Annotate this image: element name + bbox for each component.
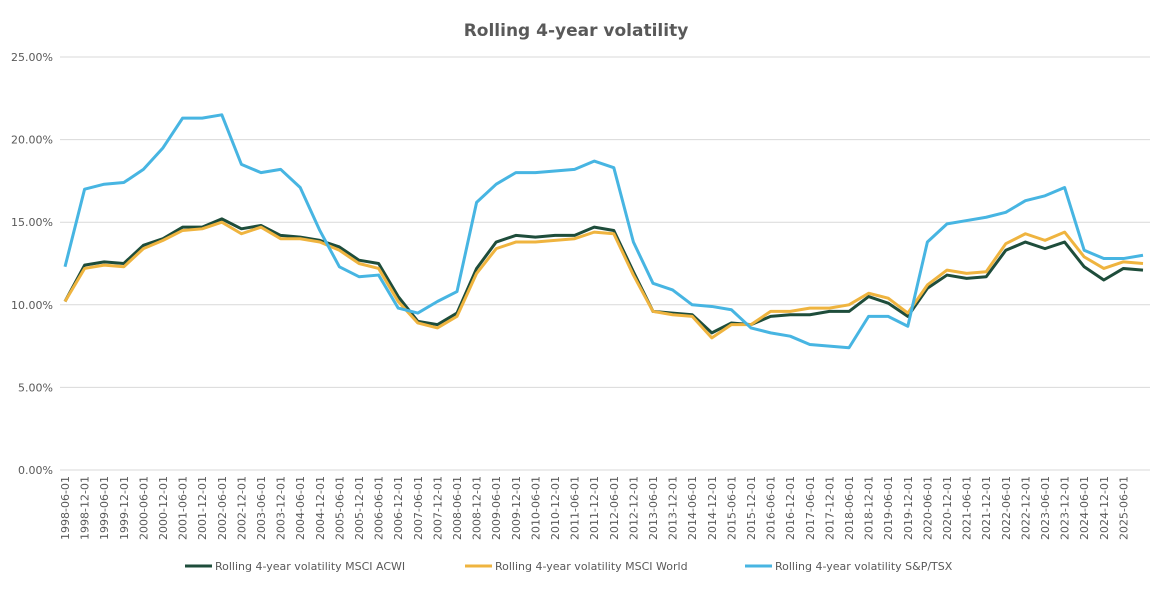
x-tick-label: 2022-12-01 [1019, 476, 1032, 540]
x-tick-label: 2009-06-01 [490, 476, 503, 540]
x-tick-label: 2013-06-01 [647, 476, 660, 540]
y-tick-label: 10.00% [11, 299, 53, 312]
x-tick-label: 2016-06-01 [765, 476, 778, 540]
x-tick-label: 2006-06-01 [373, 476, 386, 540]
legend-label: Rolling 4-year volatility MSCI World [495, 560, 688, 573]
x-tick-label: 2006-12-01 [392, 476, 405, 540]
x-tick-label: 2017-06-01 [804, 476, 817, 540]
x-tick-label: 2012-12-01 [627, 476, 640, 540]
x-tick-label: 2014-06-01 [686, 476, 699, 540]
legend-label: Rolling 4-year volatility MSCI ACWI [215, 560, 405, 573]
x-tick-label: 2024-06-01 [1078, 476, 1091, 540]
x-tick-label: 2018-06-01 [843, 476, 856, 540]
chart-title: Rolling 4-year volatility [464, 21, 689, 41]
y-tick-label: 25.00% [11, 51, 53, 64]
y-tick-label: 0.00% [18, 464, 53, 477]
x-tick-label: 2004-12-01 [314, 476, 327, 540]
x-tick-label: 2008-12-01 [471, 476, 484, 540]
x-tick-label: 2001-12-01 [196, 476, 209, 540]
x-tick-label: 2023-06-01 [1039, 476, 1052, 540]
x-tick-label: 2016-12-01 [784, 476, 797, 540]
y-tick-label: 15.00% [11, 216, 53, 229]
x-tick-label: 1999-06-01 [98, 476, 111, 540]
x-tick-label: 2021-06-01 [961, 476, 974, 540]
x-tick-label: 2002-12-01 [235, 476, 248, 540]
x-tick-label: 2019-12-01 [902, 476, 915, 540]
x-tick-label: 2008-06-01 [451, 476, 464, 540]
x-tick-label: 2002-06-01 [216, 476, 229, 540]
x-tick-label: 2024-12-01 [1098, 476, 1111, 540]
x-tick-label: 2012-06-01 [608, 476, 621, 540]
x-tick-label: 2005-12-01 [353, 476, 366, 540]
line-series [63, 220, 1144, 340]
x-tick-label: 2020-06-01 [921, 476, 934, 540]
x-tick-label: 2011-12-01 [588, 476, 601, 540]
x-tick-label: 2001-06-01 [177, 476, 190, 540]
x-tick-label: 2015-12-01 [745, 476, 758, 540]
x-tick-label: 2025-06-01 [1117, 476, 1130, 540]
x-tick-label: 2009-12-01 [510, 476, 523, 540]
x-tick-label: 2020-12-01 [941, 476, 954, 540]
x-tick-label: 2004-06-01 [294, 476, 307, 540]
y-tick-label: 5.00% [18, 381, 53, 394]
x-tick-label: 1998-06-01 [59, 476, 72, 540]
x-tick-label: 2010-06-01 [529, 476, 542, 540]
x-tick-label: 2018-12-01 [863, 476, 876, 540]
x-tick-label: 2003-06-01 [255, 476, 268, 540]
x-tick-label: 2005-06-01 [333, 476, 346, 540]
x-tick-label: 2011-06-01 [569, 476, 582, 540]
x-tick-label: 2017-12-01 [823, 476, 836, 540]
x-tick-label: 2015-06-01 [725, 476, 738, 540]
x-tick-label: 1998-12-01 [79, 476, 92, 540]
x-tick-label: 2019-06-01 [882, 476, 895, 540]
line-series [63, 217, 1144, 335]
x-tick-label: 2010-12-01 [549, 476, 562, 540]
legend-label: Rolling 4-year volatility S&P/TSX [775, 560, 953, 573]
x-tick-label: 2003-12-01 [275, 476, 288, 540]
x-tick-label: 2021-12-01 [980, 476, 993, 540]
x-tick-label: 2022-06-01 [1000, 476, 1013, 540]
y-tick-label: 20.00% [11, 134, 53, 147]
x-tick-label: 2013-12-01 [667, 476, 680, 540]
x-tick-label: 1999-12-01 [118, 476, 131, 540]
line-series [63, 113, 1144, 350]
x-tick-label: 2023-12-01 [1059, 476, 1072, 540]
x-tick-label: 2014-12-01 [706, 476, 719, 540]
x-tick-label: 2007-06-01 [412, 476, 425, 540]
x-tick-label: 2000-06-01 [137, 476, 150, 540]
x-tick-label: 2000-12-01 [157, 476, 170, 540]
x-tick-label: 2007-12-01 [431, 476, 444, 540]
